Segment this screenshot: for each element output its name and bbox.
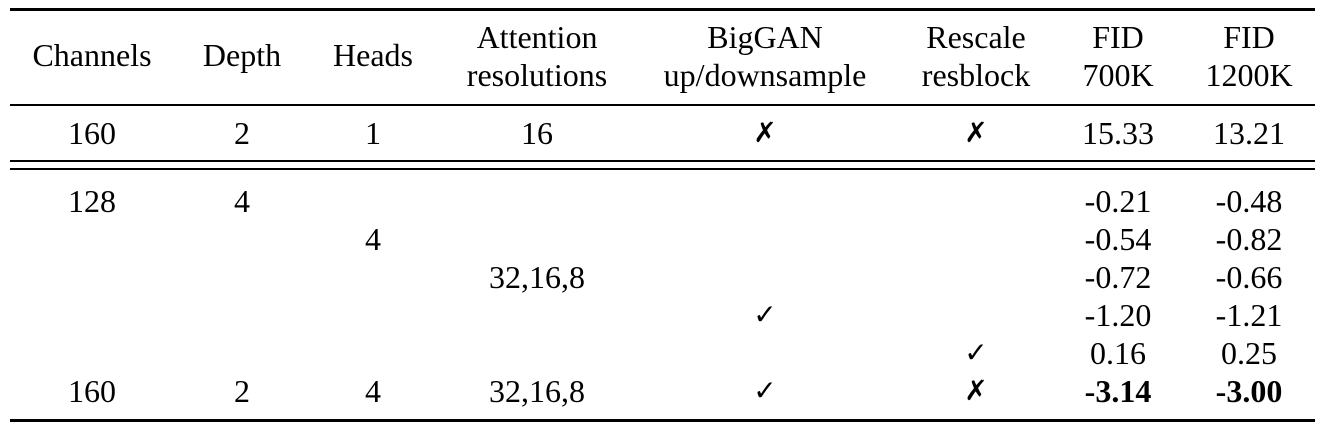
cell-fid1200: -0.66: [1215, 259, 1283, 295]
cell-attention: 16: [521, 115, 553, 151]
cell-fid700: 15.33: [1082, 115, 1154, 151]
header-fid700-line1: FID: [1092, 19, 1144, 55]
cell-fid1200: 0.25: [1221, 335, 1277, 371]
cell-fid1200: -0.48: [1215, 183, 1283, 219]
baseline-rule-lower: [10, 168, 1315, 170]
top-rule: [10, 8, 1315, 11]
cell-fid700: -1.20: [1084, 297, 1152, 333]
cell-fid700: -3.14: [1084, 373, 1152, 409]
header-rule: [10, 104, 1315, 106]
cell-attention: 32,16,8: [489, 259, 585, 295]
header-fid700-line2: 700K: [1082, 57, 1154, 93]
header-fid1200-line1: FID: [1223, 19, 1275, 55]
header-heads: Heads: [333, 37, 413, 73]
cell-fid700: -0.21: [1084, 183, 1152, 219]
bottom-rule: [10, 419, 1315, 422]
cell-fid1200: -0.82: [1215, 221, 1283, 257]
cross-mark-icon: ✗: [753, 116, 777, 149]
cell-depth: 4: [234, 183, 250, 219]
header-biggan-line1: BigGAN: [707, 19, 823, 55]
cell-channels: 128: [68, 183, 116, 219]
header-biggan-line2: up/downsample: [663, 57, 867, 93]
check-mark-icon: ✓: [753, 298, 777, 331]
cell-heads: 4: [365, 373, 381, 409]
check-mark-icon: ✓: [753, 374, 777, 407]
baseline-rule-upper: [10, 160, 1315, 162]
cell-channels: 160: [68, 373, 116, 409]
cell-depth: 2: [234, 115, 250, 151]
cell-fid700: -0.72: [1084, 259, 1152, 295]
header-rescale-line2: resblock: [921, 57, 1031, 93]
header-depth: Depth: [202, 37, 282, 73]
cell-fid1200: -3.00: [1215, 373, 1283, 409]
cell-fid1200: -1.21: [1215, 297, 1283, 333]
header-rescale-line1: Rescale: [926, 19, 1026, 55]
cell-heads: 1: [365, 115, 381, 151]
header-attention-line2: resolutions: [466, 57, 608, 93]
cross-mark-icon: ✗: [964, 374, 988, 407]
cell-heads: 4: [365, 221, 381, 257]
cell-attention: 32,16,8: [489, 373, 585, 409]
header-fid1200-line2: 1200K: [1205, 57, 1293, 93]
cell-fid1200: 13.21: [1213, 115, 1285, 151]
check-mark-icon: ✓: [964, 336, 988, 369]
cell-channels: 160: [68, 115, 116, 151]
cell-depth: 2: [234, 373, 250, 409]
header-channels: Channels: [32, 37, 152, 73]
cell-fid700: 0.16: [1090, 335, 1146, 371]
cell-fid700: -0.54: [1084, 221, 1152, 257]
header-attention-line1: Attention: [476, 19, 598, 55]
cross-mark-icon: ✗: [964, 116, 988, 149]
